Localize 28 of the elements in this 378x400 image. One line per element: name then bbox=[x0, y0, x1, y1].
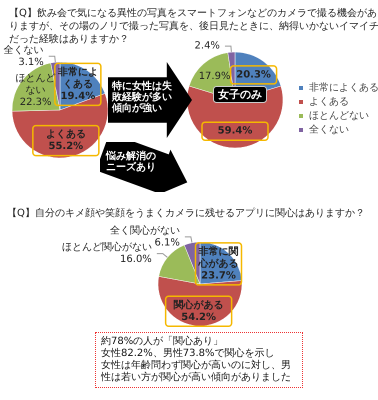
legend-label: ほとんどない bbox=[309, 110, 369, 122]
data-label: 3.1% bbox=[18, 56, 44, 68]
slice-label: 全くない bbox=[4, 44, 44, 56]
data-label: 22.3% bbox=[20, 96, 52, 108]
data-label: 23.7% bbox=[201, 270, 236, 282]
legend-label: 非常によくある bbox=[309, 82, 378, 94]
chart-title: 【Q】自分のキメ顔や笑顔をうまくカメラに残せるアプリに関心はありますか？ bbox=[7, 207, 365, 219]
data-label: 17.9% bbox=[198, 70, 230, 82]
text: 特に女性は失敗経験が多い傾向が強い bbox=[112, 81, 173, 114]
slice-label: 全く関心がない bbox=[110, 224, 180, 236]
text: 悩み解消のニーズあり bbox=[106, 151, 157, 173]
slice-label: ほとんど関心がない bbox=[62, 241, 152, 254]
data-label: 2.4% bbox=[194, 40, 220, 52]
text: 女性は年齢問わず関心が高いのに対し、男性は若い方が関心が高い傾向がありました bbox=[101, 360, 292, 384]
slice-label: よくある bbox=[46, 129, 86, 140]
data-label: 6.1% bbox=[154, 237, 180, 248]
slice-label: 関心がある bbox=[174, 298, 224, 311]
data-label: 20.3% bbox=[236, 69, 271, 80]
text: 女子のみ bbox=[217, 88, 262, 101]
data-label: 54.2% bbox=[181, 312, 216, 323]
legend-label: 全くない bbox=[309, 124, 349, 136]
legend-label: よくある bbox=[309, 96, 349, 108]
text: 女性82.2%、男性73.8%で関心を示し bbox=[101, 348, 276, 360]
data-label: 55.2% bbox=[48, 141, 84, 152]
text: 約78%の人が「関心あり」 bbox=[101, 336, 224, 348]
data-label: 59.4% bbox=[218, 126, 252, 137]
data-label: 19.4% bbox=[60, 90, 96, 102]
data-label: 16.0% bbox=[120, 254, 152, 266]
